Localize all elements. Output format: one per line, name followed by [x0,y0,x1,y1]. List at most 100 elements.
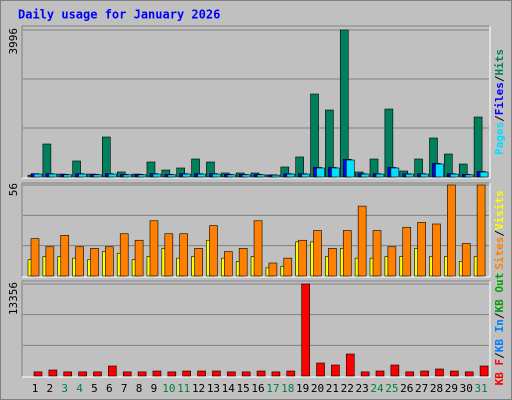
bar [152,370,162,377]
bar [464,371,474,377]
legend-separator: / [493,352,506,359]
bar [345,159,355,178]
x-tick-label: 16 [251,382,264,395]
bar [375,370,385,377]
bar [256,174,266,178]
x-tick-label: 2 [47,382,54,395]
bar [310,93,319,178]
x-tick-label: 24 [370,382,384,395]
x-tick-label: 26 [400,382,413,395]
bar [345,353,355,377]
legend-entry: Files [493,82,506,115]
bar [461,243,471,277]
x-tick-label: 21 [326,382,339,395]
bar [384,108,394,178]
bar [164,233,174,277]
bar [182,370,191,377]
bar [464,174,474,178]
bar [45,246,55,277]
x-tick-label: 28 [430,382,443,395]
bar [63,371,73,377]
bar [450,370,459,377]
bar [342,230,352,277]
bar [197,173,206,178]
bar [63,174,73,178]
bar [137,371,147,377]
legend-entry: Hits [493,49,506,76]
bar [227,371,236,377]
x-tick-label: 11 [177,382,190,395]
bar [241,174,251,178]
bar [75,246,84,277]
bar [271,174,281,178]
bar [301,283,310,377]
x-tick-label: 10 [162,382,175,395]
x-tick-label: 7 [121,382,128,395]
bar [372,230,382,277]
bar [102,136,111,178]
bar [328,248,337,277]
bar [227,174,236,178]
bar [479,365,489,377]
bar [60,235,70,277]
x-tick-label: 1 [32,382,39,395]
legend-separator: / [493,115,506,122]
bar [435,368,444,377]
bar [209,225,218,277]
x-tick-label: 13 [207,382,220,395]
legend-entry: Sites [493,237,506,270]
plot-area [22,281,490,377]
bar [405,173,415,178]
bar [387,246,397,277]
bar [313,230,322,277]
bar [473,116,483,178]
bar [33,173,43,178]
bar [316,167,325,178]
bar [149,220,159,277]
x-tick-label: 27 [415,382,428,395]
x-tick-label: 9 [151,382,158,395]
x-tick-label: 3 [61,382,68,395]
legend-separator: / [493,230,506,237]
legend-entry: Pages [493,122,506,155]
bar [360,371,370,377]
bar [194,248,203,277]
bar [253,220,263,277]
y-tick-label: 56 [7,183,20,196]
y-tick-label: 3996 [7,28,20,55]
bar [420,370,429,377]
chart-title: Daily usage for January 2026 [18,8,220,22]
x-tick-label: 6 [106,382,113,395]
bar [33,371,43,377]
bar [48,369,58,377]
bar [78,173,87,178]
bar [122,174,132,178]
bar [420,173,429,178]
x-tick-label: 19 [296,382,309,395]
bar [238,248,248,277]
bar [48,173,58,178]
legend-entry: KB F [493,359,506,386]
x-tick-label: 12 [192,382,205,395]
bar [325,109,334,178]
x-tick-label: 25 [385,382,398,395]
bar [435,163,444,178]
legend-entry: Visits [493,190,506,230]
bar [476,184,486,277]
bar [331,364,340,377]
bar [167,371,177,377]
x-tick-label: 23 [356,382,369,395]
bar [286,173,296,178]
bar [212,370,221,377]
bar [78,371,87,377]
x-tick-label: 30 [460,382,473,395]
x-tick-label: 5 [91,382,98,395]
bar [405,371,415,377]
bar [119,233,129,277]
x-tick-label: 22 [341,382,354,395]
bar [316,362,325,377]
bar [90,248,99,277]
x-tick-label: 29 [445,382,458,395]
y-tick-label: 13356 [7,282,20,315]
